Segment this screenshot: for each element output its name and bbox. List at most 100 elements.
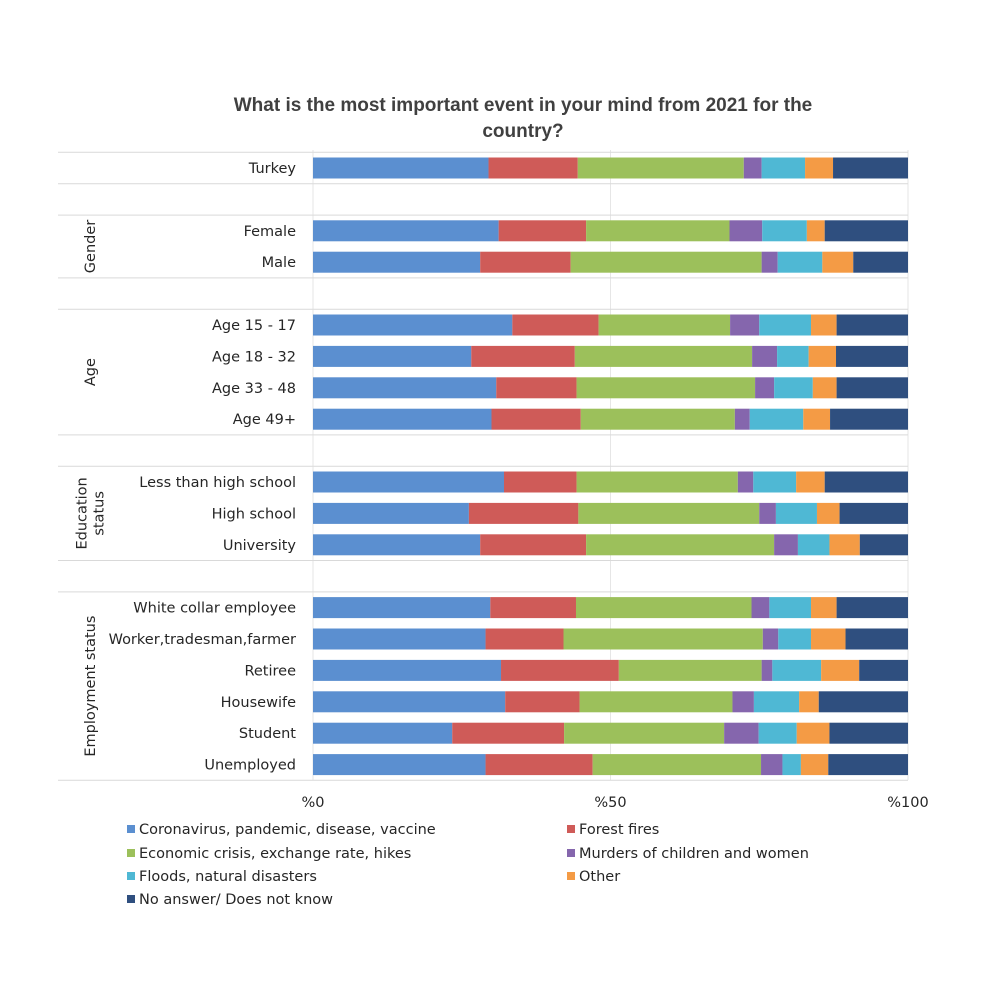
bar-segment (505, 691, 580, 713)
x-tick-label: %50 (594, 795, 626, 811)
bar-segment (598, 314, 731, 336)
bar-segment (576, 377, 756, 399)
bar-segment (769, 597, 812, 619)
bar-segment (579, 691, 733, 713)
group-label: Education status (75, 477, 108, 549)
bar-segment (730, 314, 760, 336)
bar-segment (836, 314, 908, 336)
legend-label: Forest fires (579, 822, 659, 838)
bar-segment (468, 502, 579, 524)
category-label: Turkey (248, 161, 297, 177)
legend-item: Forest fires (567, 822, 659, 838)
legend-swatch (127, 895, 135, 903)
group-label: Employment status (83, 616, 99, 757)
bar-segment (313, 691, 506, 713)
bar-segment (313, 628, 486, 650)
bar-segment (845, 628, 908, 650)
bar-segment (836, 377, 908, 399)
bar-segment (758, 722, 797, 744)
group-label-text: Gender (83, 220, 99, 273)
category-label: Worker,tradesman,farmer (109, 632, 296, 648)
legend-label: Economic crisis, exchange rate, hikes (139, 846, 411, 862)
bar-segment (313, 314, 513, 336)
bar-segment (574, 345, 753, 367)
category-label: Male (262, 255, 296, 271)
bar-segment (812, 377, 837, 399)
chart-title-group: What is the most important event in your… (234, 95, 813, 142)
bar-segment (313, 251, 481, 273)
bar-segment (577, 157, 744, 179)
bar-segment (833, 157, 908, 179)
bar-segment (811, 314, 837, 336)
legend-label: Coronavirus, pandemic, disease, vaccine (139, 822, 436, 838)
bar-segment (800, 754, 829, 776)
category-label: Age 33 - 48 (212, 381, 296, 397)
legend-swatch (567, 872, 575, 880)
group-label-text: Age (83, 358, 99, 386)
legend-label: Floods, natural disasters (139, 869, 317, 885)
x-axis: %0 %50 %100 (301, 795, 928, 811)
bar-segment (777, 345, 809, 367)
bar-segment (821, 659, 860, 681)
bar-segment (824, 471, 908, 493)
grid-lines (58, 150, 909, 781)
category-label: Age 18 - 32 (212, 349, 296, 365)
bar-segment (811, 597, 837, 619)
bar-segment (772, 659, 822, 681)
bar-segment (313, 220, 499, 242)
bar-segment (480, 534, 587, 556)
bar-segment (751, 597, 770, 619)
bar-segment (774, 377, 813, 399)
bar-segment (564, 722, 725, 744)
group-label: Gender (83, 220, 99, 273)
legend-label: Murders of children and women (579, 846, 809, 862)
bar-segment (839, 502, 908, 524)
bar-segment (759, 502, 776, 524)
bar-segment (313, 597, 491, 619)
bar-segment (313, 754, 486, 776)
bar-segment (762, 628, 779, 650)
bar-segment (806, 220, 825, 242)
bar-segment (503, 471, 577, 493)
bar-segment (824, 220, 908, 242)
bar-segment (859, 534, 908, 556)
bar-segment (578, 502, 760, 524)
legend-swatch (127, 825, 135, 833)
group-label: Age (83, 358, 99, 386)
legend-item: Murders of children and women (567, 846, 809, 862)
category-label: Unemployed (204, 758, 296, 774)
bar-segment (313, 471, 504, 493)
bar-segment (618, 659, 762, 681)
legend-swatch (567, 825, 575, 833)
bar-segment (796, 471, 825, 493)
legend-item: Coronavirus, pandemic, disease, vaccine (127, 822, 436, 838)
bar-segment (580, 408, 735, 430)
bar-segment (836, 597, 908, 619)
category-label: White collar employee (133, 601, 296, 617)
bar-segment (724, 722, 759, 744)
group-label-text: Employment status (83, 616, 99, 757)
category-label: Housewife (221, 695, 296, 711)
category-label: Female (244, 224, 297, 240)
bar-segment (501, 659, 619, 681)
bar-segment (818, 691, 908, 713)
bar-segment (313, 659, 502, 681)
legend-label: No answer/ Does not know (139, 892, 333, 908)
bar-segment (777, 251, 823, 273)
bar-segment (496, 377, 577, 399)
bar-segment (828, 754, 908, 776)
bar-segment (313, 408, 492, 430)
legend-swatch (127, 849, 135, 857)
category-label: Less than high school (139, 475, 296, 491)
bar-segment (729, 220, 763, 242)
bar-segment (829, 534, 860, 556)
bar-segment (816, 502, 840, 524)
x-tick-label: %0 (301, 795, 324, 811)
bar-segment (737, 471, 754, 493)
bar-segment (830, 408, 908, 430)
bar-segment (491, 408, 581, 430)
bar-segment (586, 220, 730, 242)
chart-title-line-2: country? (482, 121, 563, 142)
